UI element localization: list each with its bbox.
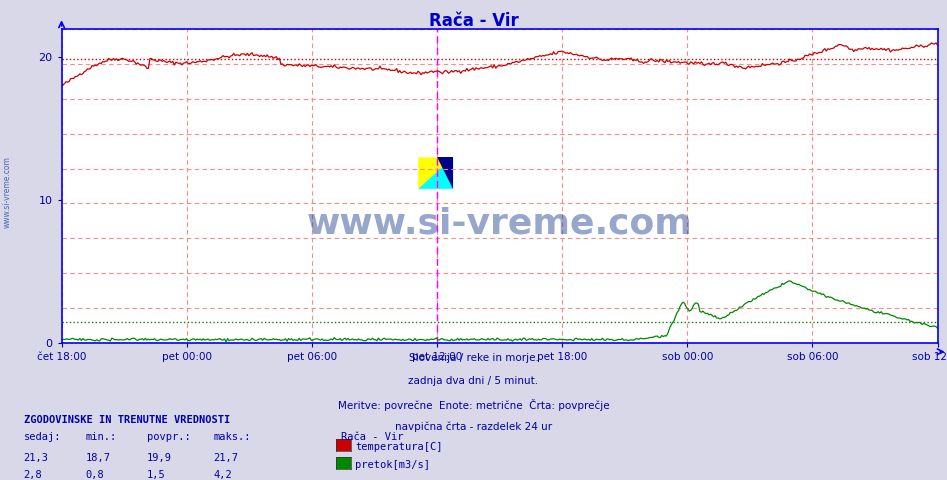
Text: maks.:: maks.: xyxy=(213,432,251,442)
Text: 2,8: 2,8 xyxy=(24,470,43,480)
Text: Slovenija / reke in morje.: Slovenija / reke in morje. xyxy=(408,353,539,363)
Text: min.:: min.: xyxy=(85,432,116,442)
Polygon shape xyxy=(438,157,454,189)
Polygon shape xyxy=(419,157,454,189)
Text: Meritve: povrečne  Enote: metrične  Črta: povprečje: Meritve: povrečne Enote: metrične Črta: … xyxy=(338,399,609,411)
Text: 21,3: 21,3 xyxy=(24,453,48,463)
Text: 1,5: 1,5 xyxy=(147,470,166,480)
Text: 19,9: 19,9 xyxy=(147,453,171,463)
Text: 18,7: 18,7 xyxy=(85,453,110,463)
Text: zadnja dva dni / 5 minut.: zadnja dva dni / 5 minut. xyxy=(408,376,539,386)
Text: www.si-vreme.com: www.si-vreme.com xyxy=(307,207,692,241)
Text: pretok[m3/s]: pretok[m3/s] xyxy=(355,460,430,469)
Text: 21,7: 21,7 xyxy=(213,453,238,463)
Polygon shape xyxy=(419,157,454,189)
Text: povpr.:: povpr.: xyxy=(147,432,190,442)
Text: Rača - Vir: Rača - Vir xyxy=(429,12,518,30)
Text: Rača - Vir: Rača - Vir xyxy=(341,432,403,442)
Text: sedaj:: sedaj: xyxy=(24,432,62,442)
Text: www.si-vreme.com: www.si-vreme.com xyxy=(3,156,12,228)
Text: 0,8: 0,8 xyxy=(85,470,104,480)
Text: 4,2: 4,2 xyxy=(213,470,232,480)
Text: temperatura[C]: temperatura[C] xyxy=(355,442,442,452)
Text: navpična črta - razdelek 24 ur: navpična črta - razdelek 24 ur xyxy=(395,422,552,432)
Text: ZGODOVINSKE IN TRENUTNE VREDNOSTI: ZGODOVINSKE IN TRENUTNE VREDNOSTI xyxy=(24,415,230,425)
